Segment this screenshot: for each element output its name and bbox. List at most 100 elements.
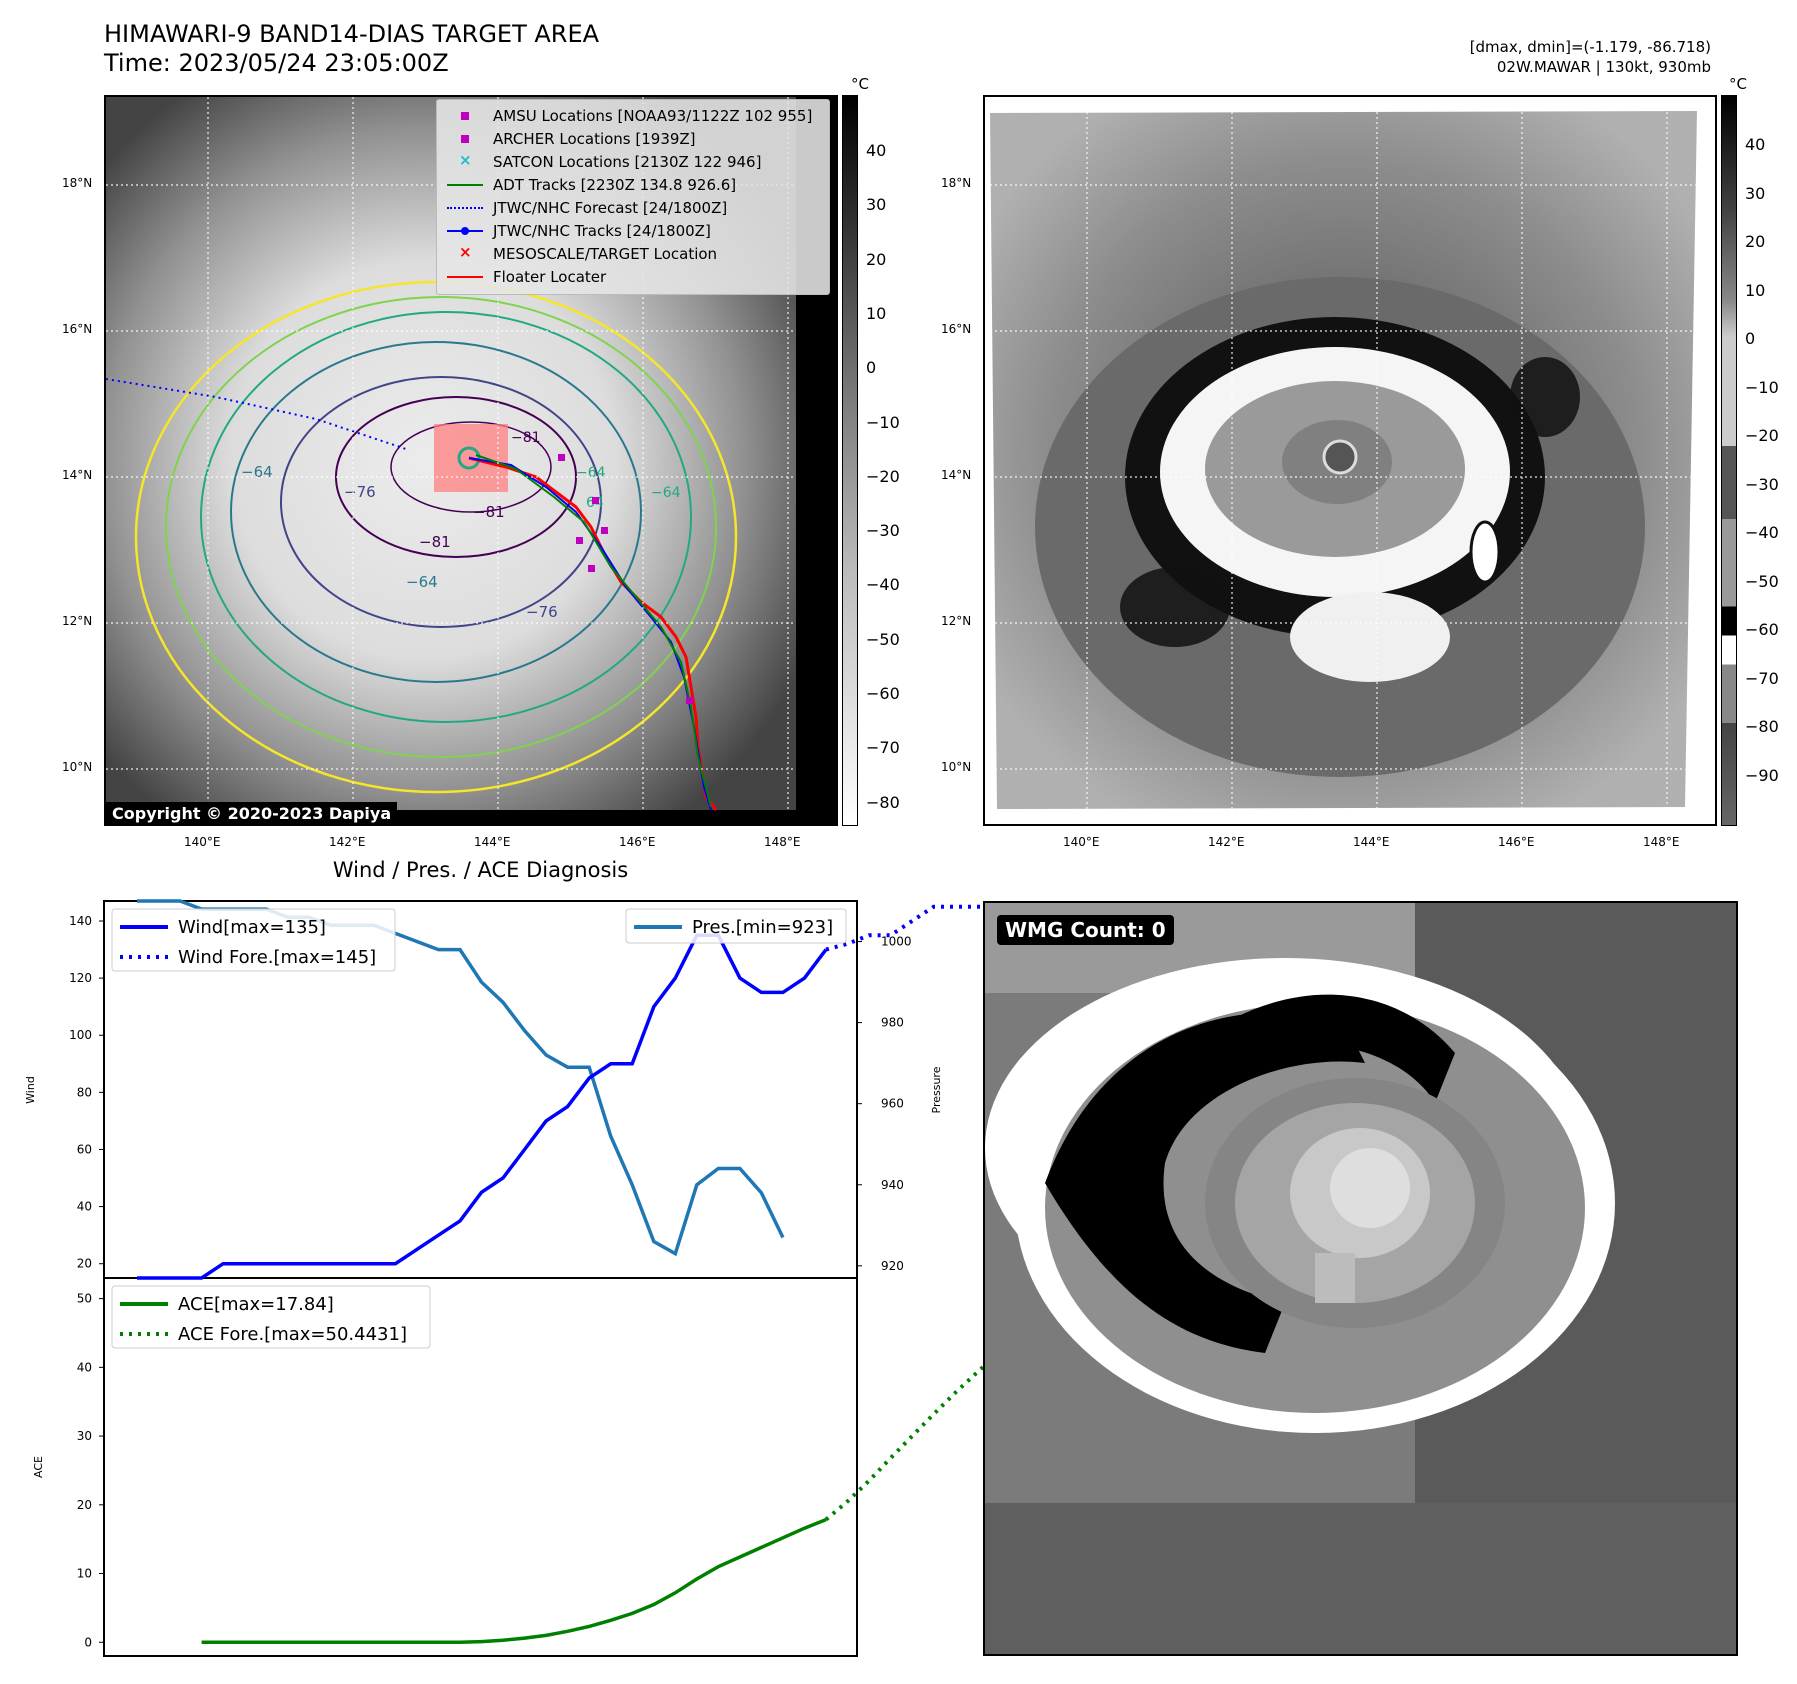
ace-series-line xyxy=(201,1517,827,1645)
colorbar-tick-label: −10 xyxy=(866,412,900,432)
colorbar-tick-label: −40 xyxy=(866,575,900,595)
contour-label: −64 xyxy=(241,463,273,481)
colorbar-tick-label: −40 xyxy=(1745,523,1779,542)
lat-tick-label: 16°N xyxy=(62,322,93,336)
y-tick-label: 20 xyxy=(77,1257,92,1271)
map-legend: AMSU Locations [NOAA93/1122Z 102 955] ARC… xyxy=(436,99,830,295)
y2-tick-label: 1000 xyxy=(881,935,912,949)
y2-tick-label: 980 xyxy=(881,1016,904,1030)
chart-legend-label: Pres.[min=923] xyxy=(692,917,833,938)
legend-marker xyxy=(445,108,485,124)
lat-tick-label: 12°N xyxy=(941,614,972,628)
colorbar-tick-label: 20 xyxy=(866,249,887,269)
legend-marker xyxy=(445,177,485,193)
lon-tick-label: 144°E xyxy=(474,835,511,849)
colorbar-tick-label: 0 xyxy=(866,358,877,378)
chart-legend-label: ACE Fore.[max=50.4431] xyxy=(178,1324,407,1345)
y2-tick-label: 920 xyxy=(881,1259,904,1273)
contour-label: −76 xyxy=(344,483,376,501)
lat-tick-label: 10°N xyxy=(941,760,972,774)
ace-axes xyxy=(103,1277,858,1657)
wind-series-line xyxy=(137,933,828,1280)
lon-tick-label: 142°E xyxy=(329,835,366,849)
dmax-dmin-label: [dmax, dmin]=(-1.179, -86.718) xyxy=(1469,38,1711,56)
lat-tick-label: 14°N xyxy=(941,468,972,482)
main-title: HIMAWARI-9 BAND14-DIAS TARGET AREA xyxy=(104,20,600,48)
y-tick-label: 50 xyxy=(77,1292,92,1306)
legend-entry: ADT Tracks [2230Z 134.8 926.6] xyxy=(445,175,736,195)
legend-marker: × xyxy=(459,243,472,261)
wmg-count-label: WMG Count: 0 xyxy=(997,915,1174,945)
legend-label: ADT Tracks [2230Z 134.8 926.6] xyxy=(493,176,737,194)
colorbar-tick-label: −70 xyxy=(866,738,900,758)
colorbar-tick-label: −50 xyxy=(866,629,900,649)
contour-label: −76 xyxy=(526,603,558,621)
legend-label: JTWC/NHC Forecast [24/1800Z] xyxy=(493,199,728,217)
colorbar-tick-label: −60 xyxy=(1745,620,1779,639)
y-tick-label: 30 xyxy=(77,1429,92,1443)
copyright-label: Copyright © 2020-2023 Dapiya xyxy=(106,802,398,824)
ace-axis-label: ACE xyxy=(32,1456,45,1478)
colorbar-tick-label: 20 xyxy=(1745,232,1766,251)
legend-entry: × MESOSCALE/TARGET Location xyxy=(445,243,718,264)
wind-axis-label: Wind xyxy=(24,1076,37,1104)
lon-tick-label: 146°E xyxy=(1498,835,1535,849)
y-tick-label: 0 xyxy=(84,1635,92,1649)
colorbar-tick-label: −20 xyxy=(866,466,900,486)
lat-tick-label: 12°N xyxy=(62,614,93,628)
y-tick-label: 140 xyxy=(69,914,92,928)
colorbar-tick-label: 30 xyxy=(866,195,887,215)
colorbar-tick-label: 10 xyxy=(1745,280,1766,300)
contour-label: −64 xyxy=(651,485,681,501)
y-tick-label: 40 xyxy=(77,1200,92,1214)
y-tick-label: 80 xyxy=(77,1085,92,1099)
lon-tick-label: 140°E xyxy=(1063,835,1100,849)
time-title: Time: 2023/05/24 23:05:00Z xyxy=(104,49,449,77)
lon-tick-label: 148°E xyxy=(764,835,801,849)
right-map-svg xyxy=(985,97,1705,817)
legend-entry: Floater Locater xyxy=(445,267,606,287)
zoom-panel: WMG Count: 0 xyxy=(983,901,1738,1656)
lon-tick-label: 144°E xyxy=(1353,835,1390,849)
colorbar-tick-label: 0 xyxy=(1745,329,1756,348)
y-tick-label: 100 xyxy=(69,1028,92,1042)
legend-label: SATCON Locations [2130Z 122 946] xyxy=(493,153,762,171)
colorbar-tick-label: 40 xyxy=(866,141,887,160)
lat-tick-label: 10°N xyxy=(62,760,93,774)
right-colorbar-unit: °C xyxy=(1729,75,1747,93)
colorbar-tick-label: 40 xyxy=(1745,135,1766,154)
contour-label: −81 xyxy=(419,533,451,551)
legend-entry: JTWC/NHC Tracks [24/1800Z] xyxy=(445,221,711,241)
colorbar-tick-label: −10 xyxy=(1745,377,1779,397)
legend-marker xyxy=(445,200,485,216)
chart-legend-label: Wind Fore.[max=145] xyxy=(178,947,376,968)
colorbar-tick-label: −90 xyxy=(1745,765,1779,785)
lat-tick-label: 18°N xyxy=(62,176,93,190)
chart-legend-label: ACE[max=17.84] xyxy=(178,1294,334,1315)
left-colorbar xyxy=(842,95,858,826)
y2-tick-label: 960 xyxy=(881,1097,904,1111)
y2-tick-label: 940 xyxy=(881,1178,904,1192)
colorbar-tick-label: −30 xyxy=(1745,474,1779,494)
pressure-axis-label: Pressure xyxy=(930,1066,943,1113)
colorbar-tick-label: −80 xyxy=(866,792,900,812)
lat-tick-label: 16°N xyxy=(941,322,972,336)
colorbar-tick-label: −30 xyxy=(866,521,900,541)
lon-tick-label: 148°E xyxy=(1643,835,1680,849)
lon-tick-label: 146°E xyxy=(619,835,656,849)
y-tick-label: 20 xyxy=(77,1498,92,1512)
legend-label: AMSU Locations [NOAA93/1122Z 102 955] xyxy=(493,107,813,125)
legend-entry: JTWC/NHC Forecast [24/1800Z] xyxy=(445,198,727,218)
colorbar-tick-label: −60 xyxy=(866,684,900,703)
legend-label: Floater Locater xyxy=(493,268,607,286)
legend-label: MESOSCALE/TARGET Location xyxy=(493,245,718,263)
y-tick-label: 120 xyxy=(69,971,92,985)
chart-legend xyxy=(625,908,847,944)
legend-marker: × xyxy=(459,151,472,169)
legend-label: JTWC/NHC Tracks [24/1800Z] xyxy=(493,222,711,240)
lon-tick-label: 142°E xyxy=(1208,835,1245,849)
colorbar-tick-label: 30 xyxy=(1745,183,1766,203)
legend-marker xyxy=(445,223,485,239)
left-satellite-map: −64 −76 −81 −81 −64 −76 −64 −81 64 −64 xyxy=(104,95,838,826)
